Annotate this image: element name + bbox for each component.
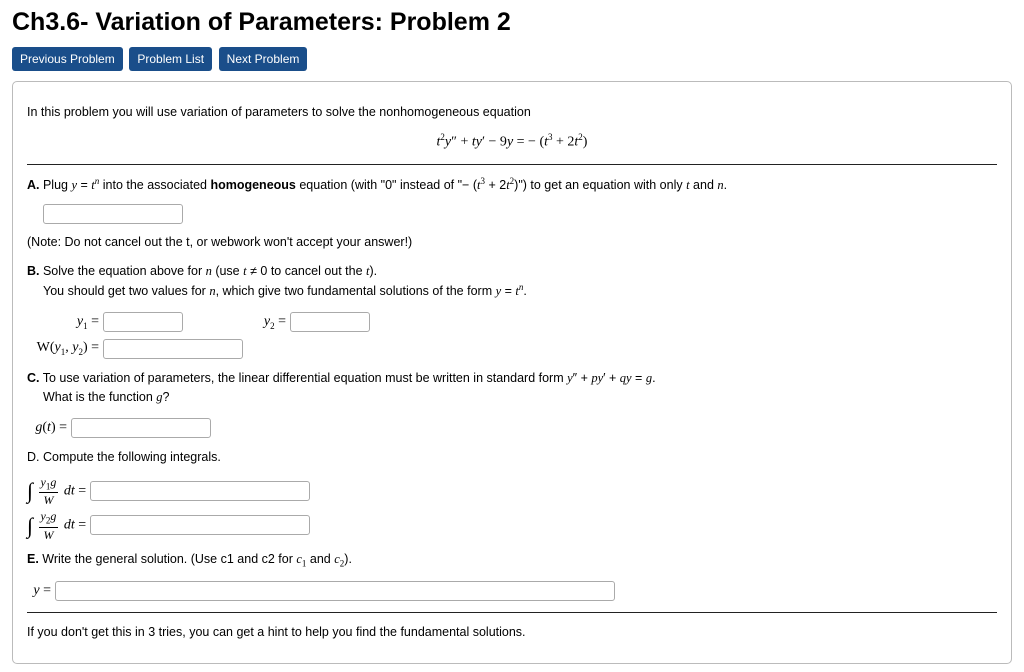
- part-d-int1: ∫ y1gW dt =: [27, 476, 997, 506]
- divider: [27, 164, 997, 165]
- part-b-y2-input[interactable]: [290, 312, 370, 332]
- part-b: B. Solve the equation above for n (use t…: [27, 262, 997, 302]
- part-d-int2: ∫ y2gW dt =: [27, 510, 997, 540]
- part-a-input[interactable]: [43, 204, 183, 224]
- part-e-y-input[interactable]: [55, 581, 615, 601]
- part-b-w-row: W(y1, y2) =: [27, 337, 997, 360]
- page-title: Ch3.6- Variation of Parameters: Problem …: [12, 8, 1012, 37]
- part-c: C. To use variation of parameters, the l…: [27, 369, 997, 408]
- part-c-g-input[interactable]: [71, 418, 211, 438]
- part-a-note: (Note: Do not cancel out the t, or webwo…: [27, 233, 997, 252]
- part-b-y1-input[interactable]: [103, 312, 183, 332]
- part-b-w-input[interactable]: [103, 339, 243, 359]
- main-equation: t2y″ + ty′ − 9y = − (t3 + 2t2): [27, 131, 997, 153]
- part-d-int2-input[interactable]: [90, 515, 310, 535]
- part-e-y-row: y =: [27, 580, 997, 602]
- intro-text: In this problem you will use variation o…: [27, 103, 997, 122]
- part-b-y-row: y1 = y2 =: [27, 311, 997, 334]
- part-a-label: A.: [27, 178, 40, 192]
- footer-hint: If you don't get this in 3 tries, you ca…: [27, 623, 997, 642]
- nav-bar: Previous Problem Problem List Next Probl…: [12, 47, 1012, 71]
- previous-problem-button[interactable]: Previous Problem: [12, 47, 123, 71]
- problem-body: In this problem you will use variation o…: [12, 81, 1012, 664]
- part-d-heading: D. Compute the following integrals.: [27, 448, 997, 467]
- part-d-int1-input[interactable]: [90, 481, 310, 501]
- part-c-g-row: g(t) =: [27, 417, 997, 439]
- problem-list-button[interactable]: Problem List: [129, 47, 212, 71]
- part-a: A. Plug y = tn into the associated homog…: [27, 175, 997, 196]
- part-e: E. Write the general solution. (Use c1 a…: [27, 550, 997, 571]
- divider-2: [27, 612, 997, 613]
- next-problem-button[interactable]: Next Problem: [219, 47, 308, 71]
